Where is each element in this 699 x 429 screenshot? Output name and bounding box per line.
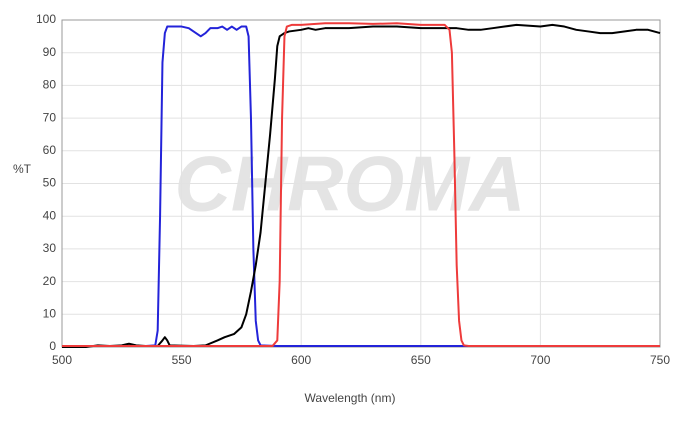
- x-tick-label: 500: [52, 353, 72, 367]
- x-tick-label: 600: [291, 353, 311, 367]
- x-tick-label: 700: [530, 353, 550, 367]
- x-tick-label: 650: [411, 353, 431, 367]
- x-tick-label: 550: [172, 353, 192, 367]
- series-line: [62, 25, 660, 348]
- y-tick-label: 70: [43, 110, 57, 124]
- y-tick-label: 100: [36, 12, 56, 26]
- y-tick-label: 30: [43, 241, 57, 255]
- y-tick-label: 40: [43, 208, 57, 222]
- y-tick-label: 60: [43, 143, 57, 157]
- series-line: [62, 23, 661, 348]
- y-tick-label: 0: [49, 339, 56, 353]
- y-tick-label: 20: [43, 274, 57, 288]
- y-tick-label: 10: [43, 306, 57, 320]
- x-tick-label: 750: [650, 353, 670, 367]
- y-tick-label: 90: [43, 45, 57, 59]
- y-axis-label: %T: [13, 162, 32, 176]
- y-tick-label: 80: [43, 78, 57, 92]
- series-line: [62, 22, 660, 348]
- y-tick-label: 50: [43, 176, 57, 190]
- x-axis-label: Wavelength (nm): [305, 391, 396, 405]
